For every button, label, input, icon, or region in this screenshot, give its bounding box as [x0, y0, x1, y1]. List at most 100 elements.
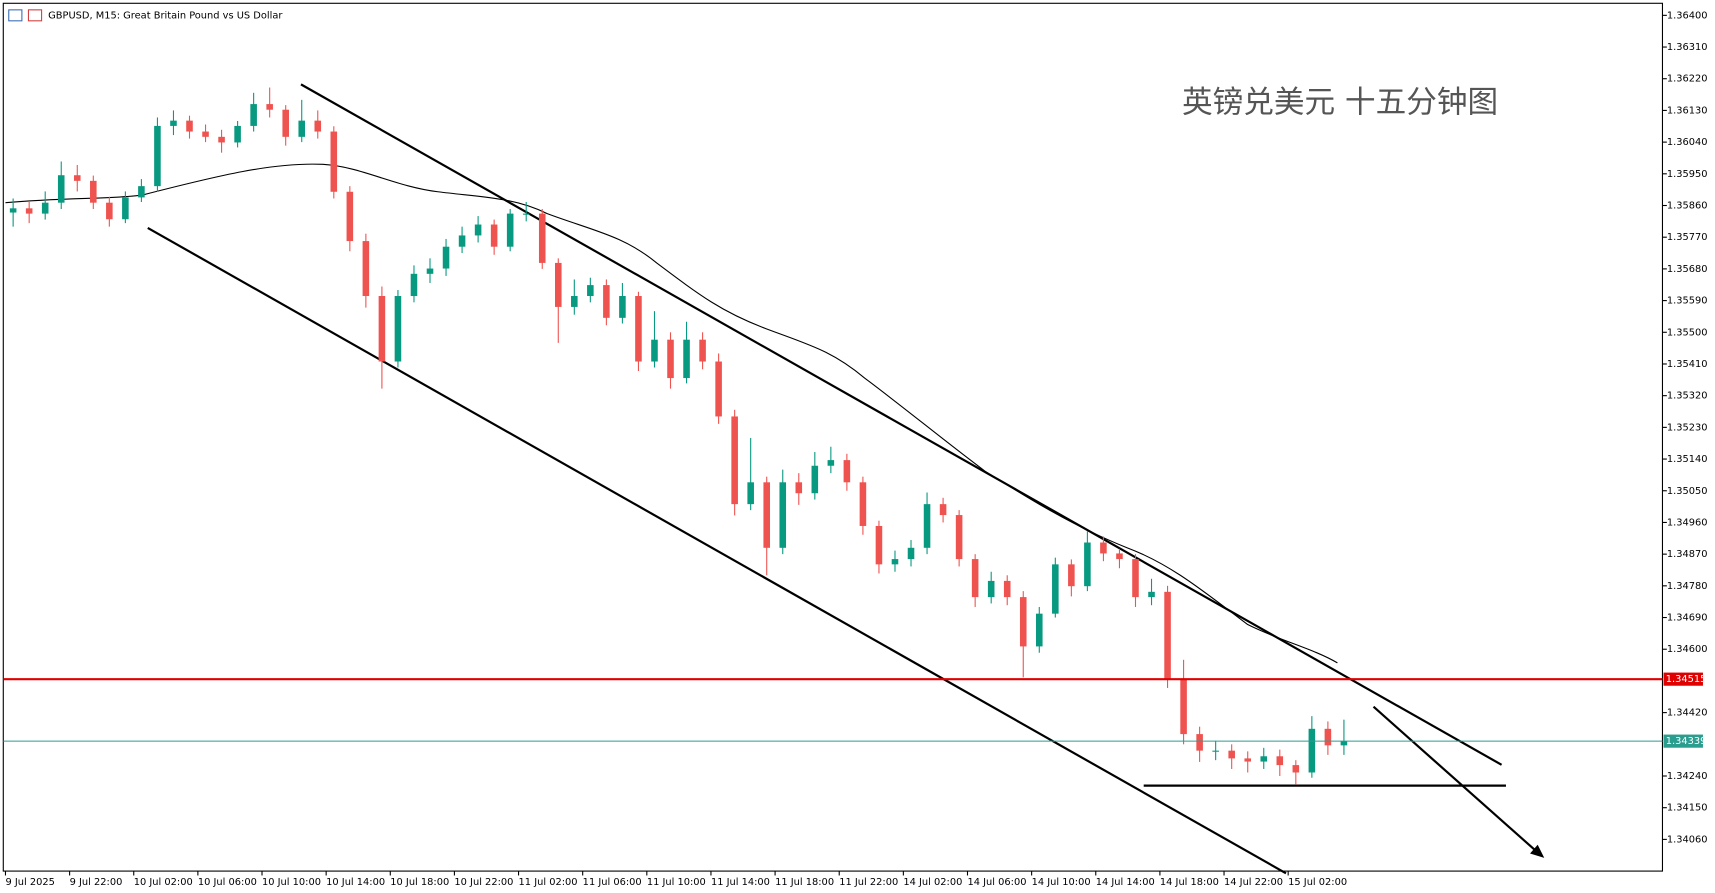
candle-body [795, 482, 803, 494]
candle-body [907, 547, 915, 560]
candle-body [875, 525, 883, 565]
candle-body [939, 504, 947, 516]
candle-body [474, 224, 482, 236]
candle-body [426, 268, 434, 274]
candle-body [731, 416, 738, 505]
candle-body [923, 504, 931, 548]
candle-body [41, 202, 49, 214]
x-tick-label: 14 Jul 22:00 [1224, 877, 1283, 888]
candle-body [106, 202, 113, 220]
y-tick-label: 1.34420 [1667, 708, 1708, 719]
y-tick-label: 1.35680 [1667, 264, 1708, 275]
candle-body [250, 104, 257, 126]
candle-body [1244, 758, 1252, 762]
x-tick-label: 10 Jul 10:00 [262, 877, 321, 888]
candle-body [186, 120, 193, 132]
candle-body [1148, 591, 1155, 598]
candle-body [603, 285, 610, 318]
candle-body [955, 515, 963, 560]
x-tick-label: 14 Jul 10:00 [1032, 877, 1091, 888]
candle-body [667, 339, 674, 379]
y-tick-label: 1.35770 [1667, 232, 1708, 243]
candle-body [1116, 553, 1123, 560]
candle-body [266, 104, 273, 110]
candle-body [298, 120, 306, 137]
x-tick-label: 10 Jul 18:00 [390, 877, 449, 888]
x-tick-label: 10 Jul 14:00 [326, 877, 385, 888]
candle-body [683, 339, 690, 379]
x-tick-label: 10 Jul 22:00 [454, 877, 513, 888]
annotation: 英镑兑美元 十五分钟图 [1182, 86, 1498, 121]
candle-body [1019, 597, 1027, 647]
candle-body [1260, 756, 1268, 762]
candle-body [1196, 734, 1203, 751]
x-tick-label: 11 Jul 10:00 [647, 877, 706, 888]
candle-body [170, 120, 177, 126]
candle-body [1292, 765, 1300, 773]
candle-body [1068, 564, 1075, 587]
candle-body [1340, 741, 1348, 746]
candle-body [1228, 750, 1235, 759]
candle-body [1003, 580, 1011, 598]
price-label: 1.34515 [1666, 674, 1707, 685]
candle-body [330, 131, 338, 192]
candle-body [73, 175, 81, 181]
y-tick-label: 1.36400 [1667, 10, 1708, 21]
candle-body [506, 213, 514, 247]
candle-body [57, 175, 65, 203]
icons [8, 9, 43, 22]
candle-body [554, 262, 562, 307]
candle-body [138, 186, 145, 198]
candle-body [1308, 728, 1316, 773]
x-tick-label: 14 Jul 18:00 [1160, 877, 1219, 888]
candle-body [234, 125, 241, 143]
x-tick-label: 9 Jul 2025 [5, 877, 54, 888]
y-tick-label: 1.34780 [1667, 581, 1708, 592]
candle-body [619, 296, 626, 318]
candle-body [763, 482, 770, 548]
candle-body [651, 339, 658, 362]
y-tick-label: 1.34060 [1667, 834, 1708, 845]
y-tick-label: 1.36040 [1667, 137, 1708, 148]
candle-body [587, 285, 594, 297]
y-tick-label: 1.34240 [1667, 771, 1708, 782]
y-tick-label: 1.34150 [1667, 803, 1708, 814]
candle-body [442, 246, 450, 269]
y-tick-label: 1.34870 [1667, 549, 1708, 560]
y-tick-label: 1.35140 [1667, 454, 1708, 465]
candle-body [378, 296, 386, 362]
x-tick-label: 11 Jul 06:00 [583, 877, 642, 888]
y-tick-label: 1.36310 [1667, 42, 1708, 53]
y-tick-label: 1.36130 [1667, 105, 1708, 116]
candle-body [362, 241, 370, 297]
candle-body [490, 224, 498, 247]
x-tick-label: 11 Jul 02:00 [519, 877, 578, 888]
candle-body [971, 559, 979, 598]
candle-body [859, 482, 867, 526]
candle-body [394, 296, 402, 362]
candle-body [1180, 679, 1187, 735]
candle-body [346, 191, 354, 242]
candle-body [314, 120, 322, 132]
y-tick-label: 1.36220 [1667, 74, 1708, 85]
y-tick-label: 1.35050 [1667, 486, 1708, 497]
y-tick-label: 1.34600 [1667, 644, 1708, 655]
x-tick-label: 14 Jul 02:00 [903, 877, 962, 888]
candle-body [891, 559, 899, 565]
candle-body [410, 273, 418, 297]
candle-body [571, 296, 578, 307]
y-tick-label: 1.34960 [1667, 517, 1708, 528]
moving-average [5, 163, 1338, 664]
candle-body [218, 136, 225, 143]
price-label-box [1663, 734, 1703, 748]
candle-body [1324, 728, 1332, 746]
candle-body [747, 482, 754, 505]
candle-body [1084, 542, 1091, 587]
y-tick-label: 1.35860 [1667, 201, 1708, 212]
x-tick-label: 11 Jul 22:00 [839, 877, 898, 888]
y-tick-label: 1.35950 [1667, 169, 1708, 180]
candle-body [25, 208, 33, 214]
candle-body [1036, 613, 1043, 647]
candle-body [122, 197, 129, 220]
